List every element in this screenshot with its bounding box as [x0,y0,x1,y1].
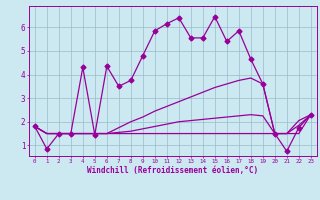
X-axis label: Windchill (Refroidissement éolien,°C): Windchill (Refroidissement éolien,°C) [87,166,258,175]
